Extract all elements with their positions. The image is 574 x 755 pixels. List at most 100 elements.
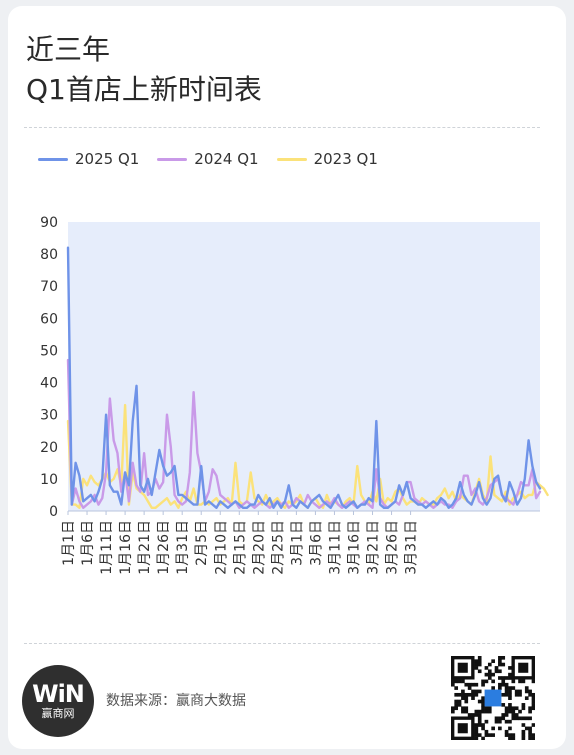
logo-text: 赢商网 (41, 707, 75, 720)
y-tick-label: 40 (40, 376, 58, 392)
qr-module (491, 679, 495, 684)
qr-module (481, 726, 485, 731)
qr-module (471, 682, 475, 687)
qr-module (451, 709, 455, 714)
logo-mark: WiN (32, 680, 85, 708)
page-title: 近三年 Q1首店上新时间表 (26, 30, 262, 110)
qr-module (481, 699, 485, 704)
y-tick-label: 30 (40, 408, 58, 424)
qr-module (498, 662, 502, 667)
qr-module (474, 726, 479, 731)
bottom-divider (24, 643, 540, 644)
qr-module (511, 679, 516, 684)
qr-module (464, 709, 469, 714)
qr-module (511, 713, 516, 717)
qr-module (518, 692, 522, 697)
qr-module (504, 692, 509, 697)
qr-module (491, 672, 495, 677)
x-tick-label: 2月15日 (232, 520, 248, 575)
qr-module (514, 689, 519, 694)
qr-module (504, 706, 509, 711)
qr-module (477, 659, 482, 664)
qr-module (457, 692, 462, 697)
qr-module (524, 686, 529, 690)
qr-module (501, 713, 506, 717)
qr-module (531, 679, 536, 684)
qr-module (491, 733, 495, 737)
qr-module (504, 713, 509, 717)
qr-module (457, 679, 462, 684)
qr-module (474, 723, 479, 727)
qr-module (528, 689, 532, 694)
qr-module (451, 679, 455, 684)
qr-module (528, 733, 532, 737)
x-tick-label: 2月10日 (213, 520, 229, 575)
qr-module (477, 669, 482, 674)
legend-swatch-2023 (276, 157, 307, 161)
y-tick-label: 10 (40, 472, 58, 488)
qr-module (514, 713, 519, 717)
qr-module (508, 709, 512, 714)
y-tick-label: 60 (40, 311, 58, 327)
qr-module (504, 733, 509, 737)
qr-module (528, 736, 532, 741)
qr-module (524, 696, 529, 700)
qr-module (474, 689, 479, 694)
qr-module (521, 736, 526, 741)
qr-module (474, 729, 479, 734)
qr-code-image (451, 656, 536, 741)
qr-module (531, 696, 536, 700)
qr-module (487, 709, 492, 714)
qr-module (474, 713, 479, 717)
qr-module (487, 733, 492, 737)
qr-finder (518, 662, 529, 673)
qr-finder (457, 662, 468, 673)
qr-module (511, 733, 516, 737)
qr-module (498, 719, 502, 724)
qr-module (477, 713, 482, 717)
qr-module (524, 726, 529, 731)
qr-module (501, 692, 506, 697)
chart-legend: 2025 Q1 2024 Q1 2023 Q1 (38, 150, 378, 168)
qr-module (457, 699, 462, 704)
qr-module (501, 682, 506, 687)
qr-code (451, 656, 536, 741)
qr-module (514, 692, 519, 697)
qr-module (504, 676, 509, 680)
qr-module (518, 679, 522, 684)
qr-module (484, 729, 489, 734)
qr-module (528, 716, 532, 721)
y-tick-label: 50 (40, 343, 58, 359)
qr-module (498, 716, 502, 721)
y-tick-label: 80 (40, 247, 58, 263)
qr-module (477, 733, 482, 737)
qr-module (471, 689, 475, 694)
x-tick-label: 3月6日 (308, 520, 324, 566)
qr-module (494, 716, 499, 721)
qr-module (498, 676, 502, 680)
qr-module (491, 686, 495, 690)
qr-module (474, 692, 479, 697)
qr-module (457, 703, 462, 707)
x-tick-label: 3月31日 (404, 520, 420, 575)
brand-logo: WiN 赢商网 (22, 665, 94, 737)
qr-module (491, 726, 495, 731)
qr-module (521, 723, 526, 727)
x-tick-label: 1月16日 (118, 520, 134, 575)
qr-module (498, 656, 502, 660)
qr-module (528, 706, 532, 711)
qr-module (504, 719, 509, 724)
qr-module (508, 666, 512, 670)
qr-module (484, 679, 489, 684)
qr-module (518, 689, 522, 694)
qr-module (531, 723, 536, 727)
qr-module (451, 706, 455, 711)
qr-module (481, 723, 485, 727)
title-line-2: Q1首店上新时间表 (26, 73, 262, 106)
qr-module (487, 676, 492, 680)
qr-module (484, 733, 489, 737)
qr-module (484, 672, 489, 677)
qr-module (511, 686, 516, 690)
legend-swatch-2025 (38, 157, 68, 161)
